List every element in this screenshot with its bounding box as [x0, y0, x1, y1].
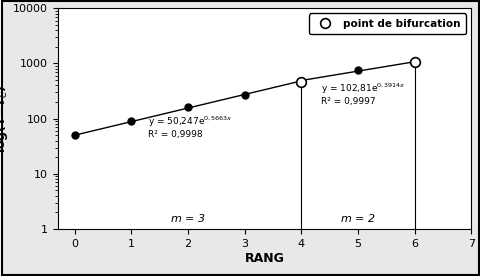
Text: $m$ = 2: $m$ = 2: [339, 212, 375, 224]
point de bifurcation: [298, 80, 304, 83]
point de bifurcation: [411, 61, 417, 64]
Line: point de bifurcation: point de bifurcation: [296, 57, 419, 86]
Text: y = 50,247e$^{0,5663x}$
R² = 0,9998: y = 50,247e$^{0,5663x}$ R² = 0,9998: [148, 115, 233, 139]
Legend: point de bifurcation: point de bifurcation: [309, 14, 465, 34]
Y-axis label: log(T$-$T$_C$): log(T$-$T$_C$): [0, 84, 10, 153]
X-axis label: RANG: RANG: [244, 252, 284, 265]
Text: y = 102,81e$^{0,3914x}$
R² = 0,9997: y = 102,81e$^{0,3914x}$ R² = 0,9997: [321, 81, 405, 106]
Text: $m$ = 3: $m$ = 3: [170, 212, 205, 224]
